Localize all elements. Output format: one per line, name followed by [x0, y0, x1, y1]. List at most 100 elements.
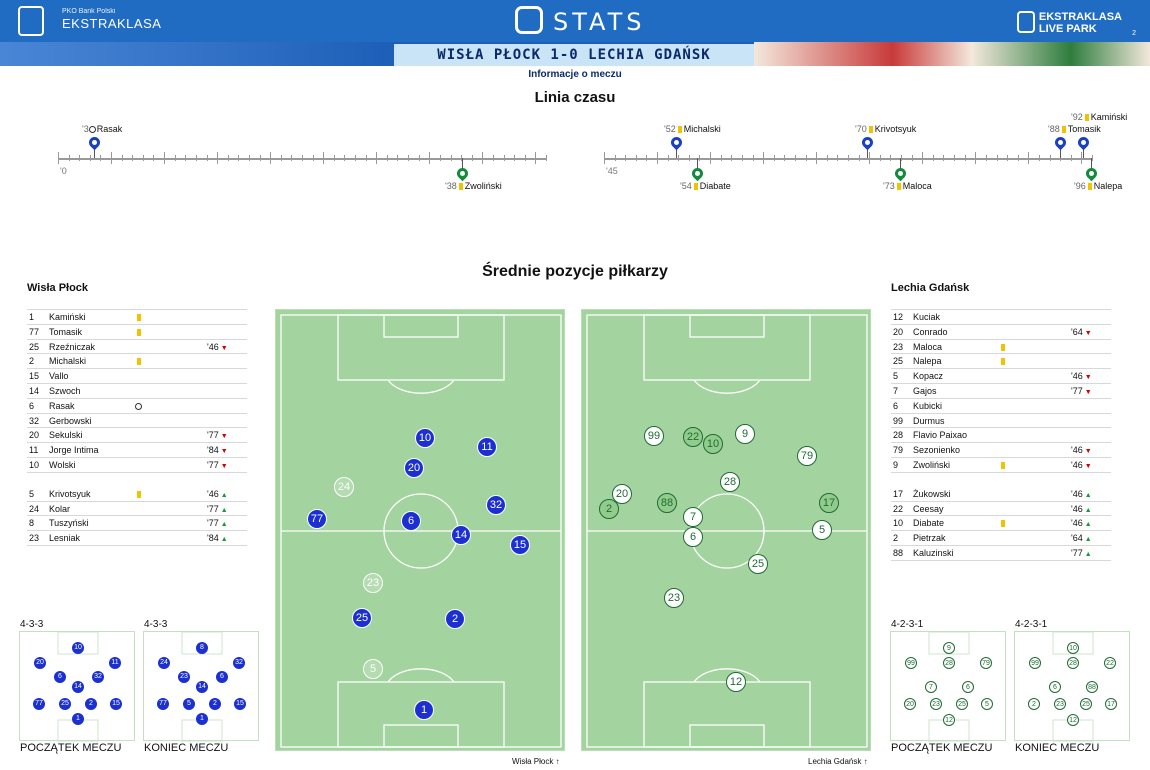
player-number: 10 — [29, 459, 40, 470]
pin-hole — [90, 138, 99, 147]
away-player-marker[interactable]: 22 — [683, 427, 703, 447]
substitution-minute: '46 ▲ — [1071, 502, 1092, 518]
home-player-marker[interactable]: 32 — [486, 495, 506, 515]
sub-minute-text: '46 — [207, 341, 219, 352]
event-minute: '88 — [1048, 124, 1060, 134]
event-player: Diabate — [699, 181, 731, 191]
timeline-tick — [858, 155, 860, 161]
home-player-marker[interactable]: 24 — [334, 477, 354, 497]
away-event-pin — [689, 165, 706, 182]
away-player-marker[interactable]: 25 — [748, 554, 768, 574]
player-number: 2 — [893, 533, 899, 544]
away-player-marker[interactable]: 17 — [819, 493, 839, 513]
player-number: 10 — [893, 518, 904, 529]
roster-row: 32 Gerbowski — [27, 414, 247, 429]
home-player-marker[interactable]: 23 — [363, 573, 383, 593]
top-arc — [693, 379, 761, 394]
timeline-event: '52 Michalski — [664, 124, 721, 134]
timeline-tick — [794, 155, 796, 161]
player-number: 79 — [893, 445, 904, 456]
player-name: Diabate — [913, 518, 945, 529]
away-player-marker[interactable]: 23 — [664, 588, 684, 608]
sub-minute-text: '84 — [207, 533, 219, 544]
player-name: Szwoch — [49, 385, 81, 396]
away-player-marker[interactable]: 28 — [720, 472, 740, 492]
home-player-marker[interactable]: 77 — [307, 509, 327, 529]
event-minute: '54 — [680, 181, 692, 191]
sub-out-arrow-icon: ▼ — [1084, 388, 1092, 396]
away-player-marker[interactable]: 6 — [683, 527, 703, 547]
live-line2: LIVE PARK — [1038, 23, 1097, 35]
home-player-marker[interactable]: 2 — [445, 609, 465, 629]
event-minute: '73 — [883, 181, 895, 191]
card-shape — [137, 490, 141, 498]
away-player-marker[interactable]: 99 — [644, 426, 664, 446]
timeline-tick — [524, 155, 526, 161]
home-player-marker[interactable]: 20 — [404, 458, 424, 478]
player-name: Pietrzak — [913, 533, 946, 544]
timeline-event: '54 Diabate — [680, 181, 731, 191]
away-player-marker[interactable]: 20 — [612, 484, 632, 504]
home-formation-marker: 6 — [54, 671, 66, 683]
player-number: 5 — [893, 371, 899, 382]
away-formation-marker: 23 — [1054, 698, 1066, 710]
match-info-link[interactable]: Informacje o meczu — [528, 69, 622, 80]
player-number: 12 — [893, 312, 904, 322]
timeline-event: '73 Maloca — [883, 181, 932, 191]
player-name: Kopacz — [913, 371, 944, 382]
home-start-formation: 10 20 11 6 32 14 77 25 2 15 1 — [19, 631, 135, 743]
away-player-marker[interactable]: 10 — [703, 434, 723, 454]
yellow-card-icon — [135, 487, 143, 501]
home-player-marker[interactable]: 1 — [414, 700, 434, 720]
away-formation-marker: 7 — [925, 681, 937, 693]
away-player-marker[interactable]: 79 — [797, 446, 817, 466]
away-player-marker[interactable]: 88 — [657, 493, 677, 513]
bottom-arc — [387, 668, 455, 683]
timeline-tick — [1028, 152, 1030, 164]
roster-row: 2 Pietrzak '64 ▲ — [891, 531, 1111, 546]
home-formation-marker: 5 — [183, 698, 195, 710]
pin-hole — [458, 169, 467, 178]
home-formation-marker: 8 — [196, 642, 208, 654]
away-formation-end: 4-2-3-1 — [1015, 619, 1048, 630]
home-start-caption: POCZĄTEK MECZU — [20, 742, 122, 754]
timeline-tick — [302, 155, 303, 161]
home-player-marker[interactable]: 15 — [510, 535, 530, 555]
home-player-marker[interactable]: 5 — [363, 659, 383, 679]
timeline-tick — [1092, 155, 1093, 161]
home-formation-marker: 1 — [196, 713, 208, 725]
away-player-marker[interactable]: 12 — [726, 672, 746, 692]
mini-top-box — [928, 631, 970, 655]
pin-stem — [1091, 158, 1092, 172]
yellow-card-icon — [1084, 114, 1089, 121]
sub-in-arrow-icon: ▲ — [1084, 491, 1092, 499]
event-player: Zwoliński — [464, 181, 502, 191]
home-player-marker[interactable]: 6 — [401, 511, 421, 531]
away-player-marker[interactable]: 7 — [683, 507, 703, 527]
top-goal-box — [383, 314, 459, 338]
roster-row: 5 Kopacz '46 ▼ — [891, 369, 1111, 384]
home-player-marker[interactable]: 25 — [352, 608, 372, 628]
away-player-marker[interactable]: 5 — [812, 520, 832, 540]
timeline-tick — [943, 155, 945, 161]
timeline-tick — [911, 155, 913, 161]
timeline-tick — [1049, 155, 1051, 161]
away-formation-marker: 17 — [1105, 698, 1117, 710]
away-player-marker[interactable]: 2 — [599, 499, 619, 519]
roster-row: 17 Żukowski '46 ▲ — [891, 487, 1111, 502]
home-player-marker[interactable]: 11 — [477, 437, 497, 457]
roster-row: 77 Tomasik — [27, 325, 247, 340]
timeline-tick — [333, 155, 335, 161]
away-formation-marker: 5 — [981, 698, 993, 710]
home-player-marker[interactable]: 14 — [451, 525, 471, 545]
player-name: Kamiński — [49, 312, 86, 322]
player-number: 6 — [893, 400, 899, 411]
home-player-marker[interactable]: 10 — [415, 428, 435, 448]
player-number: 6 — [29, 400, 35, 411]
substitution-minute: '64 ▼ — [1071, 325, 1092, 341]
bottom-arc — [693, 668, 761, 683]
ball-shape — [135, 402, 142, 410]
away-player-marker[interactable]: 9 — [735, 424, 755, 444]
card-shape — [1001, 461, 1005, 469]
card-shape — [1001, 343, 1005, 351]
